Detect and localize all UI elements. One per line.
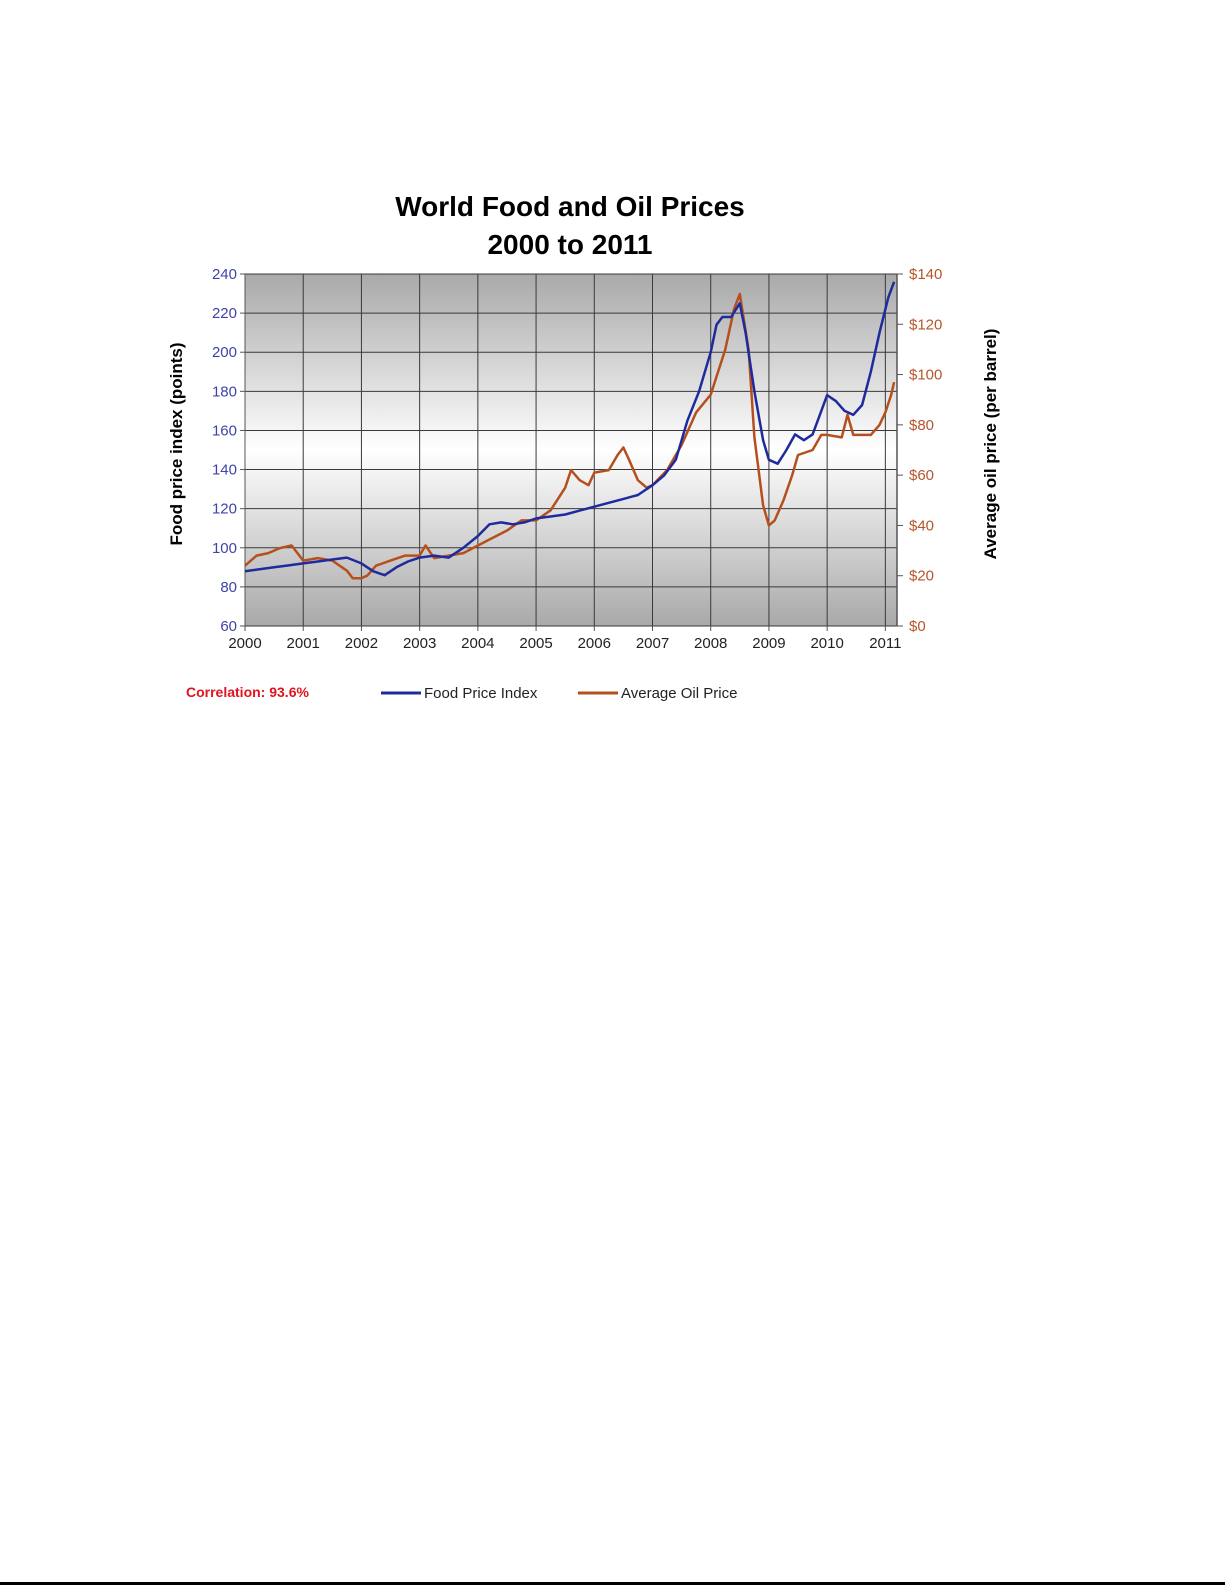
left-tick-label: 200 (212, 344, 237, 361)
x-tick-label: 2002 (345, 635, 378, 652)
right-tick-label: $100 (909, 367, 942, 384)
right-tick-label: $0 (909, 618, 926, 635)
correlation-annotation: Correlation: 93.6% (186, 684, 309, 700)
series-lines (244, 281, 896, 580)
x-tick-label: 2010 (810, 635, 843, 652)
right-tick-label: $40 (909, 517, 934, 534)
right-tick-label: $140 (909, 266, 942, 283)
x-tick-label: 2003 (403, 635, 436, 652)
left-tick-label: 180 (212, 383, 237, 400)
chart-title-line-2: 2000 to 2011 (487, 229, 652, 260)
right-tick-label: $80 (909, 417, 934, 434)
left-tick-label: 160 (212, 422, 237, 439)
chart: World Food and Oil Prices 2000 to 2011 6… (0, 0, 1225, 760)
legend-food-label: Food Price Index (424, 685, 538, 702)
x-tick-label: 2000 (228, 635, 261, 652)
left-axis-ticks: 60 80 100 120 140 160 180 200 220 240 (212, 266, 245, 635)
x-tick-label: 2011 (869, 635, 901, 652)
x-tick-label: 2009 (752, 635, 785, 652)
left-tick-label: 240 (212, 266, 237, 283)
right-axis-ticks: $0 $20 $40 $60 $80 $100 $120 $140 (897, 266, 942, 635)
right-axis-title: Average oil price (per barrel) (981, 329, 1000, 560)
left-tick-label: 100 (212, 540, 237, 557)
left-tick-label: 220 (212, 305, 237, 322)
x-tick-label: 2001 (287, 635, 320, 652)
left-axis-title: Food price index (points) (167, 342, 186, 545)
left-tick-label: 120 (212, 501, 237, 518)
left-tick-label: 80 (220, 579, 237, 596)
x-tick-label: 2006 (578, 635, 611, 652)
right-tick-label: $60 (909, 467, 934, 484)
right-tick-label: $120 (909, 316, 942, 333)
x-tick-label: 2005 (519, 635, 552, 652)
x-tick-label: 2004 (461, 635, 494, 652)
right-tick-label: $20 (909, 568, 934, 585)
legend-oil-label: Average Oil Price (621, 685, 737, 702)
x-tick-label: 2007 (636, 635, 669, 652)
left-tick-label: 140 (212, 462, 237, 479)
chart-svg: World Food and Oil Prices 2000 to 2011 6… (167, 191, 1000, 702)
left-tick-label: 60 (220, 618, 237, 635)
x-tick-label: 2008 (694, 635, 727, 652)
average-oil-price-line (244, 292, 896, 580)
page-bottom-rule (0, 1582, 1225, 1585)
food-price-index-line (244, 281, 896, 577)
x-axis-ticks: 2000 2001 2002 2003 2004 2005 2006 2007 2008 2009… (228, 626, 901, 652)
plot-area (244, 273, 898, 627)
chart-title-line-1: World Food and Oil Prices (395, 191, 745, 222)
legend: Food Price Index Average Oil Price (381, 685, 737, 702)
